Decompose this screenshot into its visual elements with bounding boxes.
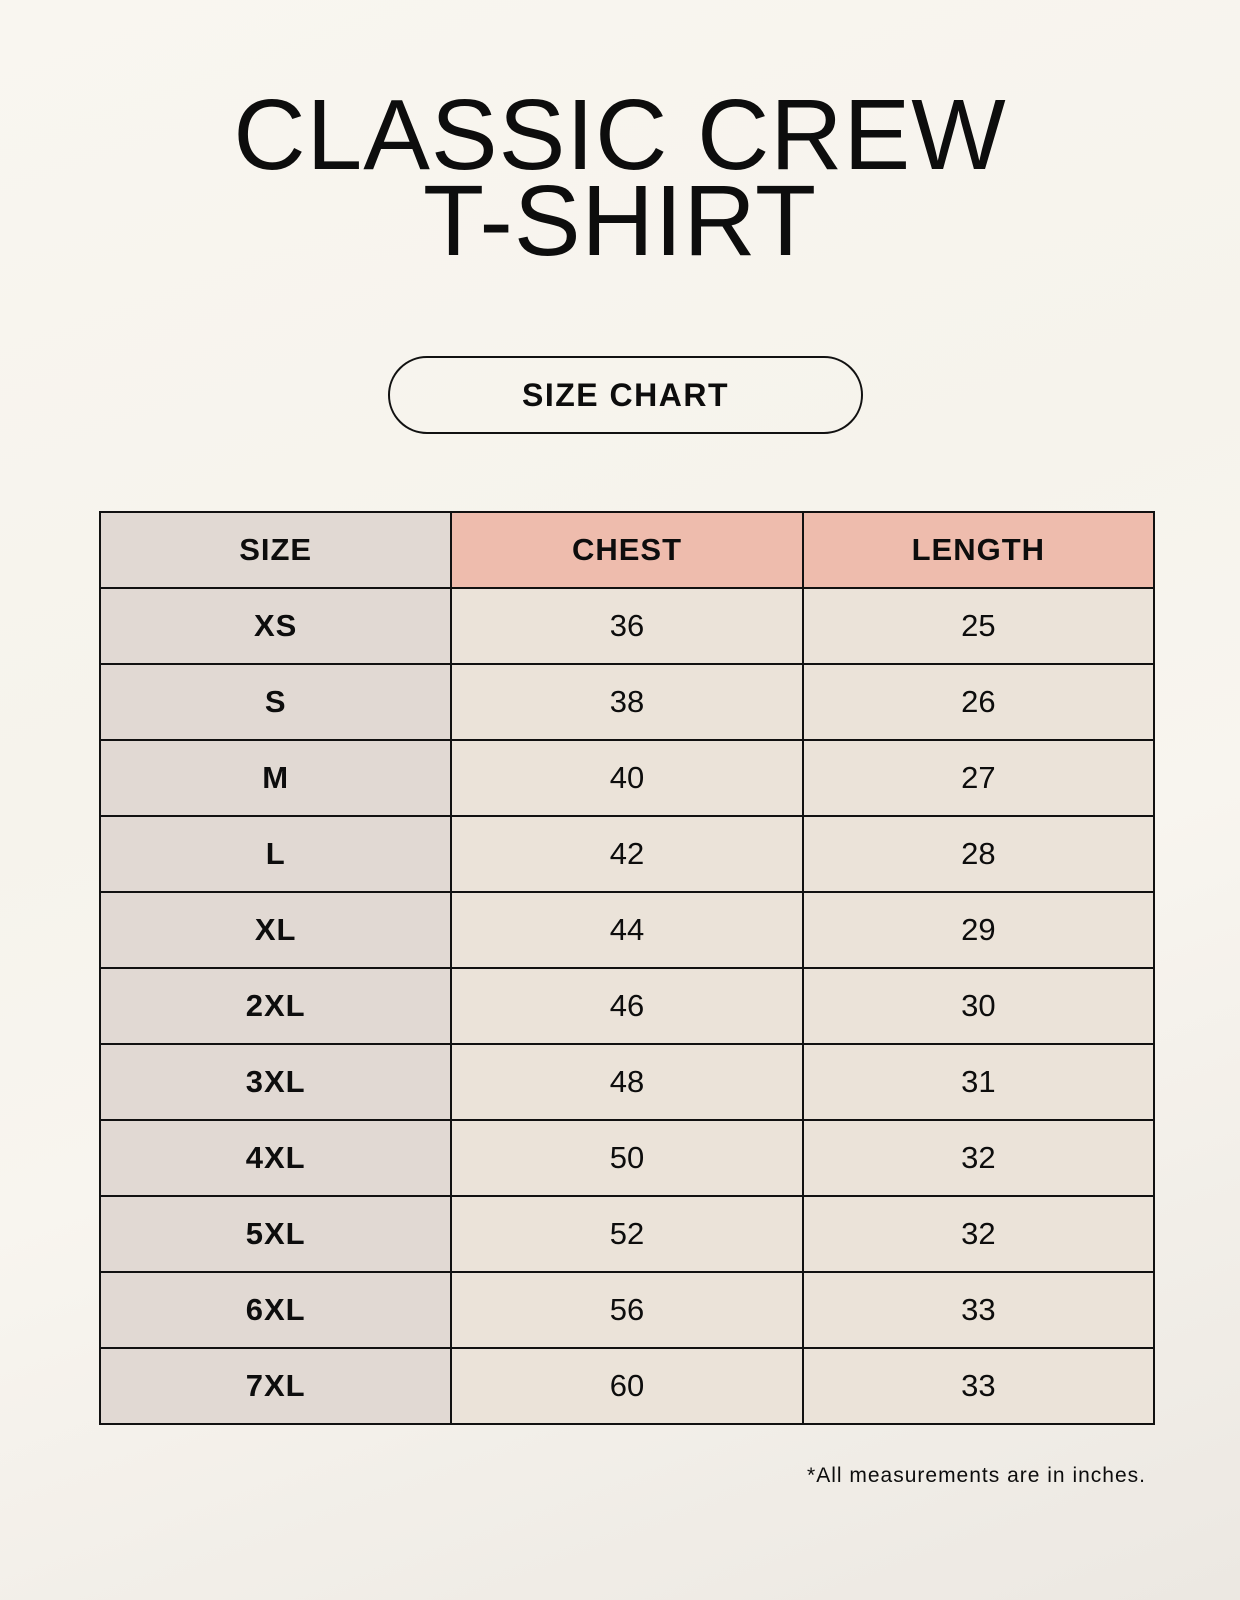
- size-cell: XL: [98, 891, 453, 969]
- table-row: 3XL 48 31: [98, 1043, 1156, 1121]
- table-row: L 42 28: [98, 815, 1156, 893]
- size-chart-badge: SIZE CHART: [388, 356, 863, 434]
- table-row: 4XL 50 32: [98, 1119, 1156, 1197]
- length-cell: 26: [801, 663, 1156, 741]
- size-cell: 3XL: [98, 1043, 453, 1121]
- chest-cell: 52: [450, 1195, 804, 1273]
- chest-cell: 44: [450, 891, 804, 969]
- header-size: SIZE: [98, 511, 453, 589]
- chest-cell: 48: [450, 1043, 804, 1121]
- chest-cell: 42: [450, 815, 804, 893]
- size-cell: 4XL: [98, 1119, 453, 1197]
- table-row: 2XL 46 30: [98, 967, 1156, 1045]
- table-row: S 38 26: [98, 663, 1156, 741]
- length-cell: 32: [801, 1119, 1156, 1197]
- table-row: XL 44 29: [98, 891, 1156, 969]
- size-cell: 5XL: [98, 1195, 453, 1273]
- table-row: XS 36 25: [98, 587, 1156, 665]
- size-cell: 2XL: [98, 967, 453, 1045]
- title-line-1: CLASSIC CREW: [233, 79, 1007, 191]
- size-cell: S: [98, 663, 453, 741]
- chest-cell: 50: [450, 1119, 804, 1197]
- title-line-2: T-SHIRT: [422, 165, 818, 277]
- table-row: 7XL 60 33: [98, 1347, 1156, 1425]
- size-cell: M: [98, 739, 453, 817]
- length-cell: 32: [801, 1195, 1156, 1273]
- chest-cell: 36: [450, 587, 804, 665]
- table-row: 5XL 52 32: [98, 1195, 1156, 1273]
- size-cell: 7XL: [98, 1347, 453, 1425]
- chest-cell: 38: [450, 663, 804, 741]
- size-table: SIZE CHEST LENGTH XS 36 25 S 38 26 M 40 27 L 42 28 X…: [98, 511, 1156, 1425]
- chest-cell: 46: [450, 967, 804, 1045]
- page-title: CLASSIC CREW T-SHIRT: [0, 79, 1240, 277]
- table-row: 6XL 56 33: [98, 1271, 1156, 1349]
- length-cell: 27: [801, 739, 1156, 817]
- length-cell: 33: [801, 1271, 1156, 1349]
- header-length: LENGTH: [801, 511, 1156, 589]
- size-cell: XS: [98, 587, 453, 665]
- chest-cell: 40: [450, 739, 804, 817]
- length-cell: 33: [801, 1347, 1156, 1425]
- length-cell: 28: [801, 815, 1156, 893]
- length-cell: 25: [801, 587, 1156, 665]
- size-cell: 6XL: [98, 1271, 453, 1349]
- measurement-note: *All measurements are in inches.: [807, 1464, 1146, 1487]
- chest-cell: 56: [450, 1271, 804, 1349]
- header-chest: CHEST: [450, 511, 804, 589]
- header-row: SIZE CHEST LENGTH: [98, 511, 1156, 589]
- table-row: M 40 27: [98, 739, 1156, 817]
- length-cell: 31: [801, 1043, 1156, 1121]
- length-cell: 29: [801, 891, 1156, 969]
- size-cell: L: [98, 815, 453, 893]
- length-cell: 30: [801, 967, 1156, 1045]
- chest-cell: 60: [450, 1347, 804, 1425]
